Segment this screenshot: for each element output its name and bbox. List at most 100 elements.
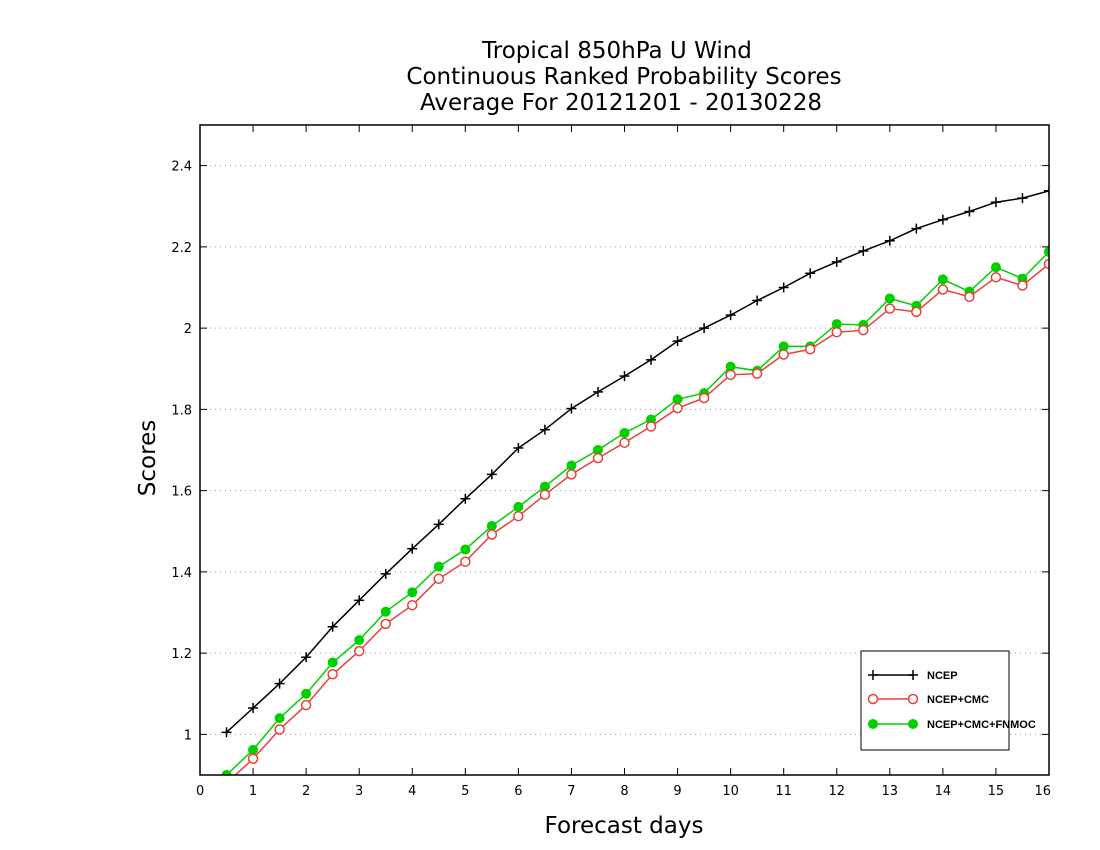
data-point [725,369,736,381]
data-point [831,256,842,267]
data-point [990,272,1002,283]
y-tick-label: 1.2 [171,647,192,662]
x-axis-ticks: 0 1 2 3 4 5 6 7 8 9 10 11 12 13 14 15 16 [196,125,1051,799]
legend-item: NCEP [868,670,958,682]
data-point [725,310,736,321]
data-point [831,326,842,338]
data-point [884,303,896,314]
chart-title-line-1: Tropical 850hPa U Wind [481,38,752,64]
data-point [274,713,285,724]
data-point [327,657,338,668]
data-point [248,702,259,713]
y-tick-label: 1 [184,728,192,743]
data-point [858,245,869,256]
data-point [301,652,312,663]
x-tick-label: 3 [355,784,363,799]
data-point [354,635,365,646]
x-tick-label: 11 [775,784,792,799]
data-point [990,197,1001,208]
legend-marker [868,670,878,680]
x-tick-label: 7 [567,784,575,799]
data-point [619,427,630,438]
x-tick-label: 2 [302,784,310,799]
legend-items: NCEP NCEP+CMC NCEP+CMC+FNMOC [867,670,1036,731]
data-point [407,543,418,554]
data-point [698,392,710,404]
data-point [274,724,285,735]
series-layer [221,185,1049,788]
data-point [380,606,391,617]
legend-marker [908,670,918,680]
y-axis-label: Scores [135,420,161,496]
data-point [300,699,312,711]
data-point [1043,258,1049,270]
x-tick-label: 5 [461,784,469,799]
data-point [566,460,577,471]
data-point [566,403,577,414]
data-point [937,214,948,225]
data-point [460,556,471,567]
data-point [619,437,630,448]
data-point [672,394,683,405]
data-point [433,519,444,530]
series-ncep [221,185,1049,738]
data-point [513,442,524,453]
data-point [1044,246,1049,257]
legend-label: NCEP [927,670,958,682]
legend-marker [868,719,878,729]
data-point [804,344,816,355]
data-point [911,306,922,318]
x-tick-label: 9 [673,784,681,799]
data-point [672,336,683,347]
data-point [884,293,895,304]
data-point [380,568,391,579]
data-point [778,282,789,293]
data-point [884,235,895,246]
legend-item: NCEP+CMC [867,693,989,706]
series-line [225,190,1049,733]
x-tick-label: 8 [620,784,628,799]
data-point [327,621,338,632]
data-point [274,678,285,689]
x-tick-label: 16 [1034,784,1051,799]
data-point [407,599,418,611]
data-point [911,223,922,234]
data-point [672,402,683,414]
data-point [513,501,524,512]
data-point [460,493,471,504]
data-point [751,368,763,379]
y-tick-label: 1.6 [171,485,192,500]
legend-item: NCEP+CMC+FNMOC [868,719,1036,731]
legend-marker [908,719,918,729]
x-tick-label: 6 [514,784,522,799]
grid-lines [200,165,1049,735]
data-point [990,262,1001,273]
x-tick-label: 4 [408,784,416,799]
y-tick-label: 2.2 [171,241,192,256]
x-tick-label: 0 [196,784,204,799]
data-point [353,645,365,657]
legend: NCEP NCEP+CMC NCEP+CMC+FNMOC [860,650,1036,751]
y-axis-ticks: 1 1.2 1.4 1.6 1.8 2 2.2 2.4 [171,160,1049,743]
chart-title-line-3: Average For 20121201 - 20130228 [420,90,822,116]
data-point [699,323,710,334]
data-point [354,595,365,606]
y-tick-label: 1.4 [171,566,192,581]
data-point [222,779,231,788]
series-ncep-cmc [222,258,1049,788]
y-tick-label: 2 [184,322,192,337]
data-point [805,268,816,279]
data-point [248,744,259,755]
data-point [221,727,232,738]
x-axis-label: Forecast days [545,813,704,839]
x-tick-label: 13 [882,784,899,799]
x-tick-label: 10 [722,784,739,799]
data-point [301,688,312,699]
data-point [937,274,948,285]
legend-marker [907,693,919,705]
data-point [460,544,471,555]
y-tick-label: 2.4 [171,160,192,175]
data-point [592,452,604,464]
data-point [778,349,789,360]
